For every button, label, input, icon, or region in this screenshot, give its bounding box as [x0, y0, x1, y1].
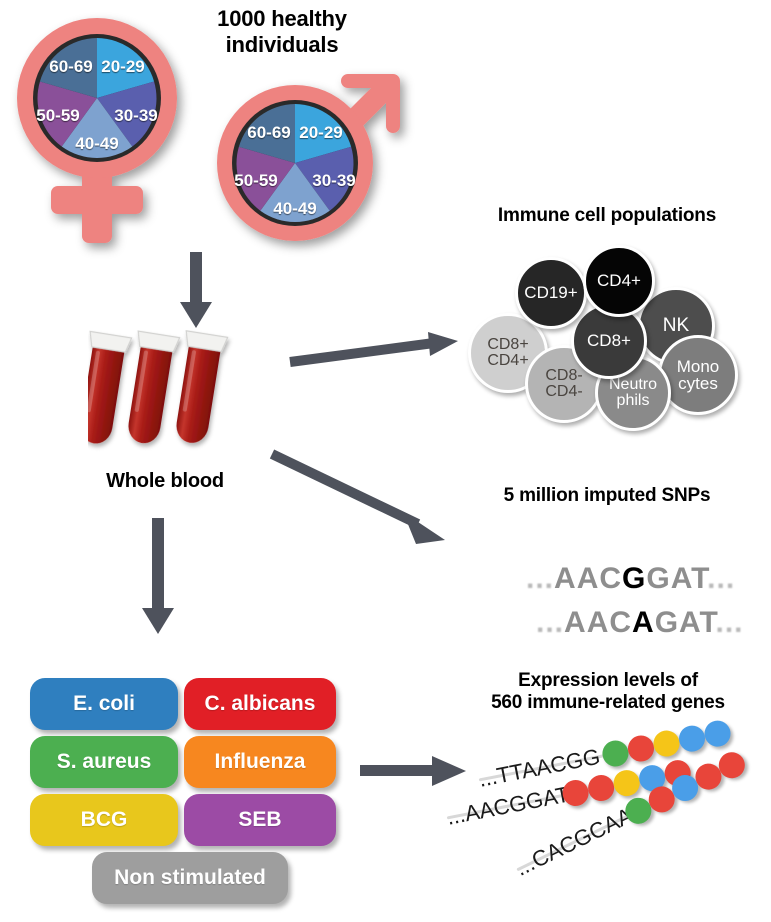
- snp-suffix-1: ...: [707, 562, 736, 595]
- stimulus-e-coli[interactable]: E. coli: [30, 678, 178, 730]
- snp-left-2: AAC: [564, 606, 633, 639]
- expression-title-line1: Expression levels of: [518, 670, 698, 691]
- rna-strand-sequence: ...AACGGAT: [444, 781, 572, 830]
- snp-sequence-row: ...AACAGAT...: [480, 572, 744, 674]
- stimulus-e-coli-label: E. coli: [73, 692, 135, 715]
- page-title-line1: 1000 healthy: [217, 6, 347, 31]
- rna-bead: [676, 723, 708, 754]
- cell-monocytes-label: Mono cytes: [676, 356, 720, 393]
- snp-right-1: GAT: [646, 562, 708, 595]
- rna-bead: [600, 738, 631, 769]
- cell-cd19-pos: CD19+: [515, 257, 587, 329]
- snp-section-title: 5 million imputed SNPs: [503, 485, 711, 506]
- arrow-blood-to-snp: [269, 449, 448, 550]
- stimulus-non-stimulated[interactable]: Non stimulated: [92, 852, 288, 904]
- page-title-line2: individuals: [225, 31, 339, 57]
- snp-suffix-2: ...: [715, 606, 744, 639]
- stimulus-seb[interactable]: SEB: [184, 794, 336, 846]
- arrow-cohort-to-blood: [176, 252, 216, 332]
- snp-right-2: GAT: [654, 606, 716, 639]
- arrow-stimuli-to-expression: [360, 752, 470, 792]
- stimulus-bcg-label: BCG: [80, 808, 128, 831]
- stimulus-influenza[interactable]: Influenza: [184, 736, 336, 788]
- cell-cd4-pos-label: CD4+: [597, 271, 641, 291]
- male-age-pie: [236, 104, 354, 222]
- snp-allele-1: G: [622, 562, 647, 595]
- snp-left-1: AAC: [554, 562, 623, 595]
- cell-cd19-pos-label: CD19+: [524, 283, 578, 303]
- stimulus-non-stimulated-label: Non stimulated: [114, 866, 266, 889]
- blood-tube: [176, 330, 229, 443]
- stimulus-c-albicans-label: C. albicans: [204, 692, 316, 715]
- expression-section-title: Expression levels of 560 immune-related …: [452, 670, 764, 715]
- cell-cd8-pos-label: CD8+: [587, 331, 631, 351]
- stimulus-seb-label: SEB: [238, 808, 282, 831]
- rna-bead: [585, 772, 617, 804]
- stimulus-c-albicans[interactable]: C. albicans: [184, 678, 336, 730]
- stimulus-influenza-label: Influenza: [214, 750, 306, 773]
- whole-blood-tubes: [80, 330, 288, 470]
- rna-bead: [651, 728, 682, 759]
- snp-sequence-group: ...AACGGAT... ...AACAGAT...: [470, 520, 760, 639]
- cell-nk-label: NK: [662, 315, 690, 337]
- cell-cd8pos-cd4pos-label: CD8+ CD4+: [487, 335, 529, 369]
- rna-bead: [625, 733, 657, 764]
- blood-tube: [80, 330, 133, 444]
- blood-tube: [128, 330, 181, 444]
- cell-cd8neg-cd4neg: CD8- CD4-: [525, 345, 603, 423]
- female-age-pie: [37, 38, 157, 158]
- snp-prefix-1: ...: [526, 562, 555, 595]
- cell-cd8neg-cd4neg-label: CD8- CD4-: [545, 366, 583, 400]
- page-title: 1000 healthy individuals: [168, 6, 396, 58]
- arrow-blood-to-immune: [288, 330, 460, 370]
- cell-cd4-pos: CD4+: [583, 245, 655, 317]
- immune-cell-population-cluster: CD8+ CD4+ NK CD8- CD4- Mono cytes Neutro…: [455, 235, 771, 431]
- arrow-blood-to-stimuli: [138, 518, 178, 638]
- cell-monocytes: Mono cytes: [658, 335, 738, 415]
- cell-neutrophils-label: Neutro phils: [608, 375, 658, 409]
- stimulus-s-aureus-label: S. aureus: [56, 750, 152, 773]
- female-gender-symbol: 20-29 30-39 40-49 50-59 60-69: [6, 8, 206, 248]
- stimulus-s-aureus[interactable]: S. aureus: [30, 736, 178, 788]
- stimulus-bcg[interactable]: BCG: [30, 794, 178, 846]
- stimuli-panel: E. coli C. albicans S. aureus Influenza …: [30, 678, 350, 904]
- rna-strand-group: ...TTAACGG ...AACGGAT ...CACGCAA: [445, 718, 771, 915]
- snp-sequence-row: ...AACGGAT...: [470, 528, 735, 630]
- whole-blood-label: Whole blood: [106, 470, 224, 492]
- rna-bead: [702, 718, 733, 749]
- expression-title-line2: 560 immune-related genes: [491, 692, 725, 714]
- male-gender-symbol: 20-29 30-39 40-49 50-59 60-69: [195, 60, 430, 260]
- snp-allele-2: A: [632, 606, 655, 639]
- immune-section-title: Immune cell populations: [497, 205, 717, 226]
- snp-prefix-2: ...: [536, 606, 565, 639]
